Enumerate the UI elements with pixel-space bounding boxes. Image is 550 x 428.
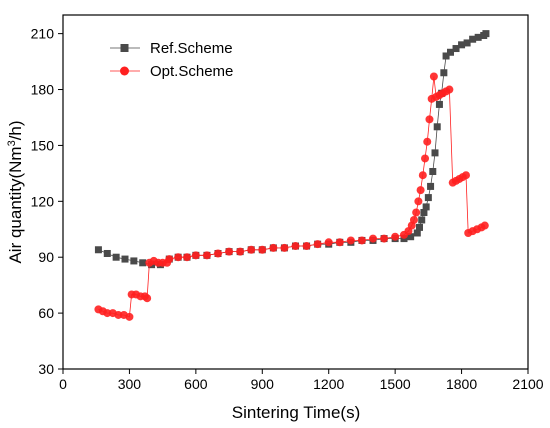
data-point [423,137,432,146]
data-point [412,208,421,217]
data-point [425,115,434,124]
data-point [413,229,421,237]
data-point [112,253,120,261]
plot-frame [62,14,529,370]
data-point [416,186,425,195]
data-point [103,309,112,318]
data-point [280,243,289,252]
y-tick-label: 90 [38,249,54,265]
data-point [429,168,437,176]
data-point [407,233,415,241]
data-point [202,251,211,260]
series-layer [94,30,490,321]
data-point [357,236,366,245]
data-point [442,52,450,60]
data-point [324,238,333,247]
data-point [452,45,460,53]
data-point [214,249,222,258]
data-point [369,234,377,243]
y-axis: 30 60 90 120 150 180 210 [31,26,63,377]
data-point [247,245,256,254]
data-point [422,203,430,211]
data-point [480,221,489,230]
data-point [165,255,174,264]
legend: Ref.Scheme Opt.Scheme [110,40,233,80]
data-point [94,246,102,254]
data-point [409,215,418,224]
data-point [462,171,470,180]
data-point [121,255,129,263]
legend-label-ref: Ref.Scheme [150,40,233,57]
y-tick-label: 210 [31,26,55,42]
y-tick-label: 150 [31,137,55,153]
data-point [130,257,138,265]
data-point [433,123,441,131]
legend-entry-ref: Ref.Scheme [110,40,233,57]
y-tick-label: 60 [38,305,54,321]
data-point [482,30,490,38]
data-point [335,238,344,247]
x-tick-label: 0 [59,376,67,392]
data-point [429,72,438,81]
data-point [183,253,191,262]
data-point [427,182,435,190]
data-point [174,253,183,262]
legend-entry-opt: Opt.Scheme [110,63,233,80]
data-point [424,194,432,202]
y-axis-title: Air quantity(Nm3/h) [6,120,25,263]
data-point [469,35,477,43]
data-point [421,154,430,163]
x-tick-label: 1200 [313,376,344,392]
data-point [380,234,389,243]
data-point [440,69,448,77]
data-point [302,242,311,251]
data-point [391,232,400,241]
data-point [103,249,111,257]
data-point [420,208,428,216]
x-tick-label: 900 [251,376,275,392]
data-point [435,100,443,108]
y-tick-label: 180 [31,82,55,98]
data-point [225,247,234,256]
data-point [191,251,200,260]
data-point [447,48,454,56]
x-tick-label: 300 [118,376,142,392]
data-point [458,41,466,49]
legend-marker-ref [120,44,129,52]
x-tick-label: 1500 [380,376,411,392]
data-point [269,243,278,252]
data-point [414,197,423,206]
data-point [139,259,147,267]
x-axis-title: Sintering Time(s) [232,403,360,422]
x-tick-label: 1800 [446,376,477,392]
data-point [445,85,454,94]
data-point [236,247,245,256]
data-point [258,245,267,254]
data-point [418,216,426,224]
y-tick-label: 30 [38,361,54,377]
legend-label-opt: Opt.Scheme [150,63,233,80]
x-tick-label: 600 [184,376,208,392]
data-point [431,149,439,157]
data-point [143,294,152,303]
data-point [416,223,423,231]
data-point [418,171,427,180]
data-point [346,236,355,245]
x-tick-label: 2100 [512,376,543,392]
legend-marker-opt [120,66,129,76]
data-point [474,33,482,41]
data-point [125,312,134,321]
data-point [463,39,471,47]
y-tick-label: 120 [31,193,55,209]
series-opt-scheme [94,72,489,321]
data-point [114,310,123,319]
data-point [291,242,300,251]
data-point [313,240,322,249]
x-axis: 0 300 600 900 1200 1500 1800 2100 [59,369,544,392]
